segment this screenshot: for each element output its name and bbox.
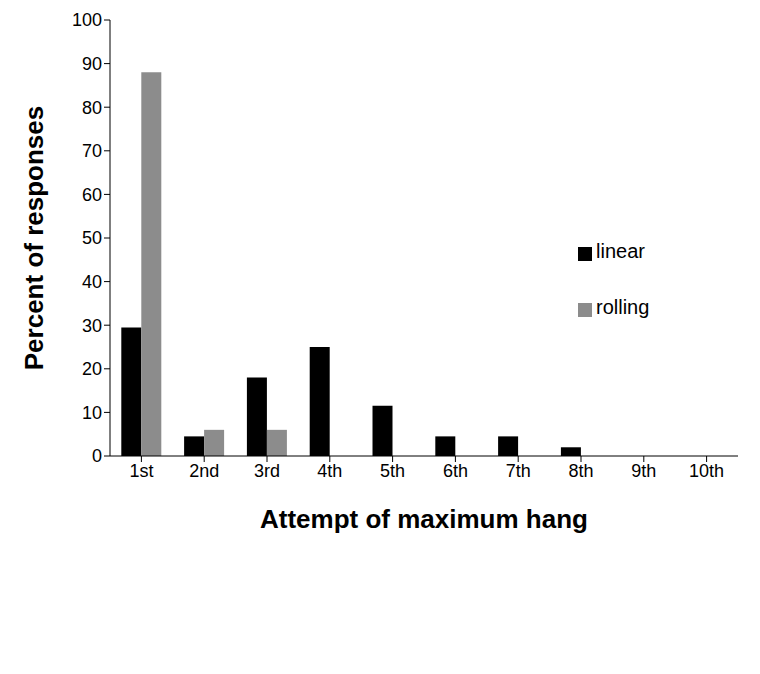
- svg-text:60: 60: [82, 185, 102, 205]
- svg-text:5th: 5th: [380, 461, 405, 481]
- svg-text:70: 70: [82, 141, 102, 161]
- html-text:linear: linear: [596, 240, 645, 262]
- svg-text:20: 20: [82, 359, 102, 379]
- svg-text:3rd: 3rd: [254, 461, 280, 481]
- svg-text:7th: 7th: [506, 461, 531, 481]
- svg-text:6th: 6th: [443, 461, 468, 481]
- svg-text:0: 0: [92, 446, 102, 466]
- svg-text:80: 80: [82, 98, 102, 118]
- svg-text:Attempt of maximum hang: Attempt of maximum hang: [260, 504, 588, 534]
- svg-text:1st: 1st: [129, 461, 153, 481]
- html-text:rolling: rolling: [596, 296, 650, 318]
- svg-text:4th: 4th: [317, 461, 342, 481]
- svg-text:40: 40: [82, 272, 102, 292]
- svg-text:Percent of responses: Percent of responses: [19, 106, 49, 370]
- svg-text:10th: 10th: [689, 461, 724, 481]
- svg-text:9th: 9th: [631, 461, 656, 481]
- svg-text:2nd: 2nd: [189, 461, 219, 481]
- svg-text:100: 100: [72, 10, 102, 30]
- svg-text:90: 90: [82, 54, 102, 74]
- svg-text:8th: 8th: [568, 461, 593, 481]
- svg-text:10: 10: [82, 403, 102, 423]
- svg-text:30: 30: [82, 316, 102, 336]
- svg-text:50: 50: [82, 228, 102, 248]
